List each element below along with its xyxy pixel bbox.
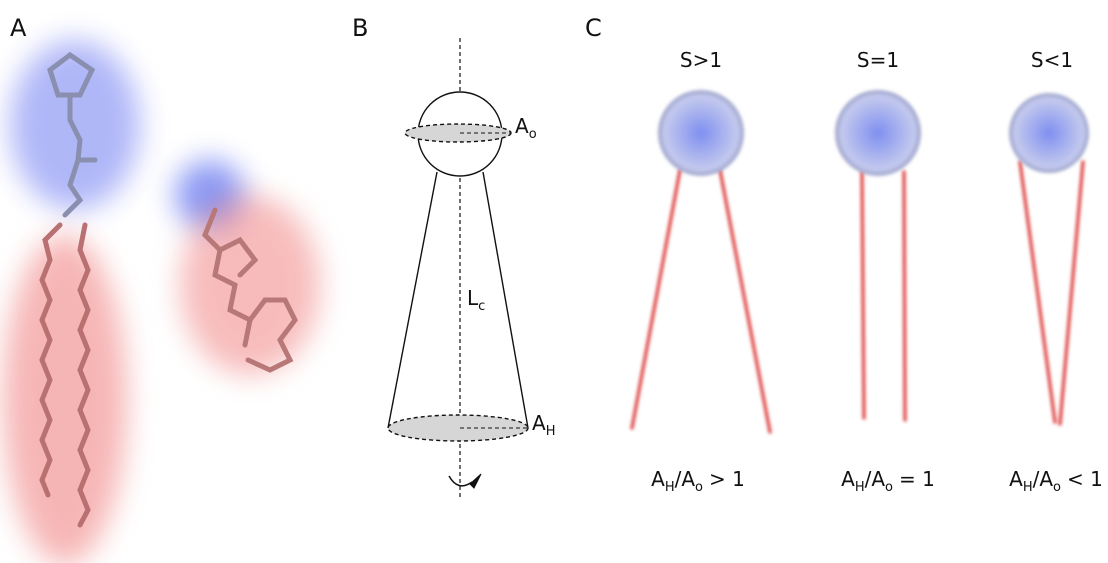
relation: < 1 — [1067, 467, 1103, 491]
page: {"panels": [ {"label": "A"}, {"label": "… — [0, 0, 1108, 563]
panel-label: B — [352, 14, 368, 42]
case-title: S<1 — [1031, 48, 1073, 72]
subscript: H — [1023, 480, 1033, 495]
subscript: H — [665, 480, 675, 495]
subscript: o — [885, 480, 893, 495]
symbol: A — [681, 467, 695, 491]
ratio-label: AH/Ao< 1 — [1009, 467, 1103, 495]
lipid-shapes — [632, 162, 1083, 432]
cholesterol — [175, 160, 320, 375]
symbol: A — [871, 467, 885, 491]
tail-area-label: AH — [532, 411, 555, 439]
subscript: o — [695, 480, 703, 495]
ratio-label: AH/Ao= 1 — [841, 467, 935, 495]
subscript: c — [478, 299, 485, 314]
case-title: S>1 — [680, 48, 722, 72]
length-label: Lc — [467, 286, 485, 314]
figure: A B Ao Lc AH C — [0, 0, 1108, 563]
symbol: A — [515, 114, 529, 138]
symbol: A — [651, 467, 665, 491]
subscript: H — [546, 424, 556, 439]
symbol: A — [1039, 467, 1053, 491]
symbol: A — [532, 411, 546, 435]
head-area-label: Ao — [515, 114, 537, 142]
case-title: S=1 — [857, 48, 899, 72]
subscript: o — [529, 127, 537, 142]
subscript: o — [1053, 480, 1061, 495]
ratio-label: AH/Ao> 1 — [651, 467, 745, 495]
relation: = 1 — [899, 467, 935, 491]
symbol: A — [841, 467, 855, 491]
relation: > 1 — [709, 467, 745, 491]
symbol: A — [1009, 467, 1023, 491]
phospholipid — [3, 40, 140, 563]
cone-diagram — [388, 38, 528, 498]
head-groups — [658, 90, 1089, 176]
subscript: H — [855, 480, 865, 495]
panel-label: A — [10, 14, 27, 42]
panel-label: C — [585, 14, 602, 42]
